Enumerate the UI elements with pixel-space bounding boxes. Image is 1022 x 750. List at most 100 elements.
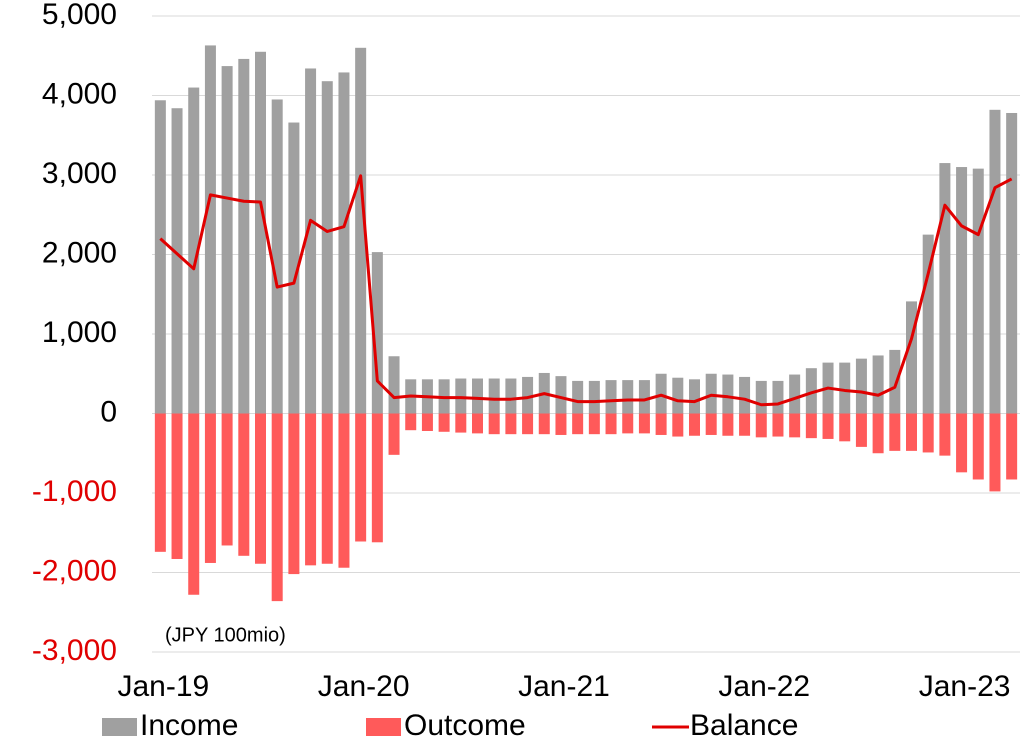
bar	[622, 380, 634, 414]
bar	[906, 413, 917, 451]
bar	[472, 378, 483, 414]
y-tick-label: 5,000	[42, 0, 117, 31]
bar	[989, 109, 1001, 414]
bar	[789, 374, 801, 414]
bar	[421, 413, 433, 431]
bar	[638, 380, 650, 414]
bar	[588, 380, 600, 414]
y-tick-label: 4,000	[42, 77, 117, 110]
bar	[455, 378, 467, 414]
bar	[221, 66, 233, 414]
bar	[672, 377, 684, 414]
bar	[288, 122, 300, 414]
bar	[438, 413, 450, 432]
bar	[755, 380, 767, 414]
bar	[605, 380, 617, 414]
bar	[371, 413, 383, 543]
bar	[772, 413, 784, 437]
y-tick-label: -1,000	[32, 475, 117, 508]
bar	[889, 413, 901, 451]
legend-label: Income	[140, 709, 238, 742]
bar	[789, 413, 801, 438]
bar	[204, 45, 216, 414]
bar	[605, 413, 617, 435]
bar	[538, 413, 550, 435]
bar	[972, 413, 984, 480]
bar	[171, 413, 183, 559]
bar	[305, 413, 317, 566]
bar	[705, 413, 717, 435]
bar	[455, 413, 467, 433]
bar	[722, 413, 734, 436]
bar	[989, 413, 1001, 492]
x-tick-label: Jan-20	[318, 670, 410, 703]
x-tick-label: Jan-19	[117, 670, 209, 703]
bar	[1006, 112, 1018, 414]
bar	[939, 413, 951, 456]
bar	[204, 413, 216, 563]
bar	[855, 358, 867, 414]
bar	[972, 168, 984, 414]
x-tick-label: Jan-21	[518, 670, 610, 703]
bar	[171, 108, 183, 414]
legend-swatch	[366, 718, 401, 736]
bar	[672, 413, 684, 437]
bar	[922, 413, 934, 453]
bar	[822, 413, 834, 439]
bar	[872, 355, 884, 414]
bar	[956, 413, 968, 473]
bar	[405, 413, 417, 431]
bar	[839, 413, 851, 442]
bar	[638, 413, 650, 434]
bar	[855, 413, 867, 447]
bar	[355, 413, 367, 542]
bar	[755, 413, 767, 438]
bar	[338, 72, 350, 414]
bar	[388, 413, 400, 455]
bar	[388, 356, 400, 414]
bar	[655, 413, 667, 435]
line	[159, 174, 1013, 407]
bar	[505, 413, 517, 435]
bar	[472, 413, 483, 434]
bar	[588, 413, 600, 435]
legend-label: Outcome	[404, 709, 526, 742]
bar	[238, 58, 250, 414]
bar	[255, 413, 266, 564]
bar	[922, 234, 934, 414]
bar	[355, 47, 367, 414]
y-tick-label: 3,000	[42, 157, 117, 190]
bar	[371, 252, 383, 414]
unit-annotation: (JPY 100mio)	[165, 624, 286, 646]
bar	[705, 373, 717, 414]
bar	[739, 413, 751, 436]
bar	[772, 380, 784, 414]
y-tick-label: -2,000	[32, 554, 117, 587]
bar	[321, 413, 333, 564]
bar	[956, 167, 968, 414]
bar	[488, 413, 500, 435]
bar	[572, 413, 584, 435]
x-tick-label: Jan-22	[718, 670, 810, 703]
bar	[555, 413, 567, 435]
bar	[906, 301, 917, 414]
bar	[288, 413, 300, 575]
bar	[188, 413, 200, 595]
bar	[305, 68, 317, 414]
y-tick-label: 2,000	[42, 236, 117, 269]
bar	[655, 373, 667, 414]
bar	[622, 413, 634, 434]
legend-label: Balance	[690, 709, 798, 742]
y-tick-label: -3,000	[32, 634, 117, 667]
bar	[522, 413, 534, 435]
bar	[338, 413, 350, 568]
bar	[805, 368, 817, 414]
bar	[689, 413, 700, 436]
bar	[271, 413, 283, 602]
bar	[154, 413, 166, 552]
bar	[505, 378, 517, 414]
bar	[689, 379, 700, 414]
bar	[271, 99, 283, 414]
bar	[889, 349, 901, 414]
